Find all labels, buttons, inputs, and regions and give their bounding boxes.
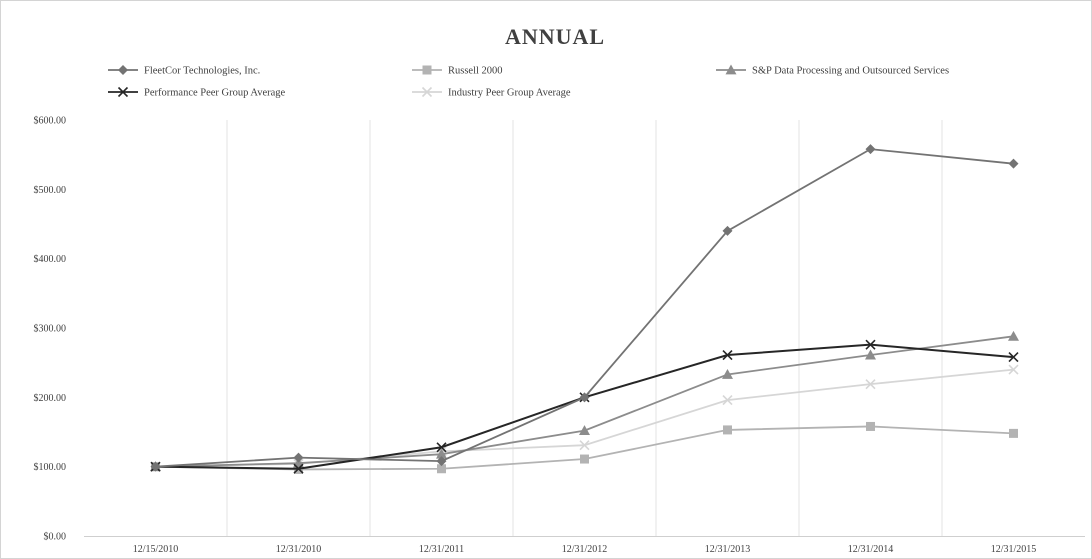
- data-point: [293, 452, 304, 463]
- y-tick-label: $0.00: [44, 532, 67, 543]
- legend-item: Performance Peer Group Average: [108, 86, 286, 99]
- x-tick-label: 12/31/2014: [848, 544, 894, 555]
- y-tick-label: $400.00: [34, 254, 67, 265]
- data-point: [1008, 364, 1019, 375]
- legend-label: Performance Peer Group Average: [144, 88, 286, 99]
- data-point: [722, 225, 733, 236]
- data-point: [1009, 428, 1018, 438]
- data-point: [293, 463, 304, 474]
- data-point: [150, 461, 161, 472]
- data-point: [579, 440, 590, 451]
- legend-marker: [422, 65, 432, 75]
- data-point: [579, 425, 590, 436]
- y-tick-label: $300.00: [34, 324, 67, 335]
- data-point: [436, 456, 447, 467]
- gridlines: [226, 120, 943, 536]
- data-point: [436, 448, 447, 459]
- x-tick-label: 12/31/2013: [705, 544, 751, 555]
- x-tick-label: 12/31/2012: [562, 544, 608, 555]
- data-point: [722, 368, 733, 379]
- data-point: [865, 339, 876, 350]
- data-point: [865, 349, 876, 360]
- y-axis: $0.00 $100.00 $200.00 $300.00 $400.00 $500.00…: [34, 116, 67, 543]
- x-tick-label: 12/31/2011: [419, 544, 464, 555]
- legend-item: Russell 2000: [412, 65, 503, 77]
- legend-label: Russell 2000: [448, 66, 503, 77]
- data-point: [865, 379, 876, 390]
- data-point: [580, 454, 589, 464]
- data-point: [579, 392, 590, 403]
- data-point: [722, 395, 733, 406]
- data-point: [437, 464, 446, 474]
- y-tick-label: $600.00: [34, 116, 67, 127]
- legend-label: Industry Peer Group Average: [448, 88, 571, 99]
- legend-item: Industry Peer Group Average: [412, 86, 571, 99]
- y-tick-label: $200.00: [34, 393, 67, 404]
- legend-marker: [421, 86, 433, 98]
- chart-title: ANNUAL: [505, 24, 605, 49]
- data-point: [866, 421, 875, 431]
- x-tick-label: 12/31/2010: [276, 544, 322, 555]
- data-point: [1008, 158, 1019, 169]
- x-axis: 12/15/2010 12/31/2010 12/31/2011 12/31/2012…: [84, 536, 1085, 555]
- legend-label: FleetCor Technologies, Inc.: [144, 66, 260, 77]
- y-tick-label: $100.00: [34, 462, 67, 473]
- data-point: [723, 425, 732, 435]
- legend: FleetCor Technologies, Inc. Russell 2000 S…: [108, 64, 949, 99]
- data-point: [436, 442, 447, 453]
- legend-marker: [117, 86, 129, 98]
- legend-marker: [725, 64, 737, 75]
- y-tick-label: $500.00: [34, 185, 67, 196]
- data-point: [1008, 330, 1019, 341]
- legend-label: S&P Data Processing and Outsourced Servi…: [752, 66, 949, 77]
- legend-marker: [118, 65, 128, 75]
- x-tick-label: 12/31/2015: [991, 544, 1037, 555]
- x-tick-label: 12/15/2010: [133, 544, 179, 555]
- legend-item: FleetCor Technologies, Inc.: [108, 65, 260, 77]
- data-point: [1008, 352, 1019, 363]
- data-point: [722, 349, 733, 361]
- series-group: [150, 144, 1019, 474]
- series-0: [150, 144, 1019, 472]
- data-point: [865, 144, 876, 155]
- legend-item: S&P Data Processing and Outsourced Servi…: [716, 64, 949, 77]
